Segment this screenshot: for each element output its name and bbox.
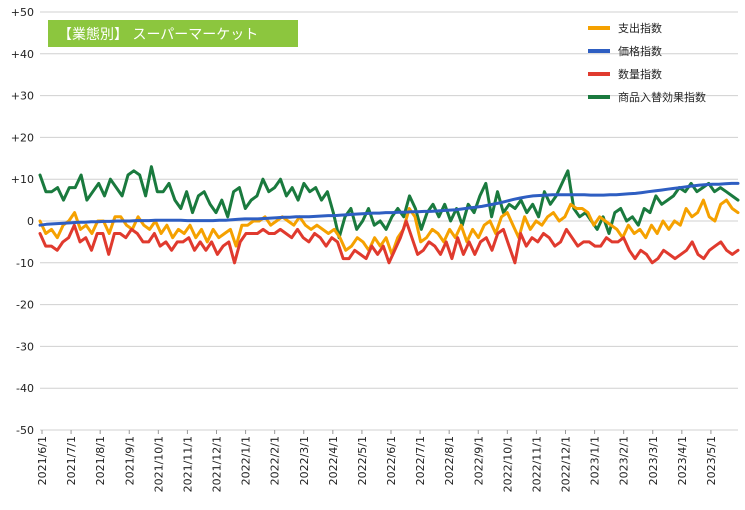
x-tick-label: 2022/10/1 — [501, 436, 514, 492]
y-tick-label: +30 — [11, 90, 34, 103]
x-tick-label: 2022/2/1 — [269, 436, 282, 485]
x-tick-label: 2022/3/1 — [298, 436, 311, 485]
y-tick-label: +20 — [11, 131, 34, 144]
x-tick-label: 2021/8/1 — [94, 436, 107, 485]
x-tick-label: 2023/5/1 — [705, 436, 718, 485]
series-lines — [38, 165, 740, 265]
legend-label: 商品入替効果指数 — [618, 90, 706, 104]
x-tick-label: 2022/11/1 — [530, 436, 543, 492]
y-tick-label: -40 — [16, 382, 34, 395]
legend-label: 支出指数 — [618, 21, 662, 35]
legend-label: 数量指数 — [618, 67, 662, 81]
x-tick-label: 2023/2/1 — [618, 436, 631, 485]
x-tick-label: 2021/7/1 — [65, 436, 78, 485]
y-tick-label: +40 — [11, 48, 34, 61]
y-tick-label: +10 — [11, 173, 34, 186]
x-axis-ticks: 2021/6/1 2021/7/1 2021/8/1 2021/9/1 2021/10/… — [36, 430, 718, 492]
x-tick-label: 2023/1/1 — [589, 436, 602, 485]
y-tick-label: -10 — [16, 257, 34, 270]
x-tick-label: 2021/6/1 — [36, 436, 49, 485]
x-tick-label: 2022/4/1 — [327, 436, 340, 485]
y-tick-label: -20 — [16, 299, 34, 312]
chart-title: 【業態別】 スーパーマーケット — [48, 20, 298, 47]
x-tick-label: 2022/1/1 — [240, 436, 253, 485]
x-tick-label: 2022/9/1 — [472, 436, 485, 485]
x-tick-label: 2021/9/1 — [123, 436, 136, 485]
series-line-0 — [38, 198, 740, 256]
x-tick-label: 2021/11/1 — [181, 436, 194, 492]
y-tick-label: -30 — [16, 340, 34, 353]
x-tick-label: 2022/12/1 — [560, 436, 573, 492]
x-tick-label: 2022/8/1 — [443, 436, 456, 485]
series-line-1 — [38, 181, 740, 227]
x-tick-label: 2022/7/1 — [414, 436, 427, 485]
y-tick-label: +50 — [11, 6, 34, 19]
legend-label: 価格指数 — [618, 44, 662, 58]
x-tick-label: 2022/6/1 — [385, 436, 398, 485]
series-line-3 — [38, 165, 740, 240]
x-tick-label: 2023/4/1 — [676, 436, 689, 485]
x-tick-label: 2021/10/1 — [152, 436, 165, 492]
y-tick-label: 0 — [27, 215, 34, 228]
x-tick-label: 2022/5/1 — [356, 436, 369, 485]
x-tick-label: 2021/12/1 — [211, 436, 224, 492]
x-tick-label: 2023/3/1 — [647, 436, 660, 485]
y-axis-ticks: +50 +40 +30 +20 +10 0 -10 -20 -30 -40 -50 — [11, 6, 34, 437]
series-line-2 — [38, 219, 740, 265]
y-tick-label: -50 — [16, 424, 34, 437]
chart-title-text: 【業態別】 スーパーマーケット — [58, 27, 258, 43]
